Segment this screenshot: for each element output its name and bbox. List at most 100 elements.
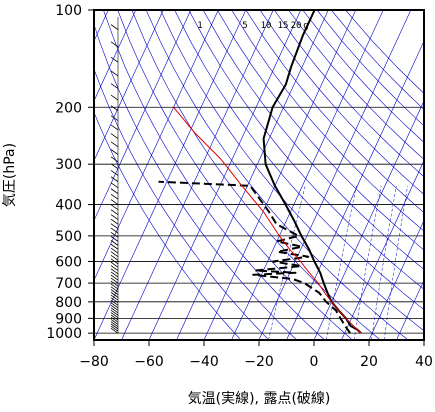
mixing-ratio-line: [383, 185, 408, 340]
x-tick-label: 0: [310, 354, 319, 370]
dry-adiabat-line: [174, 10, 424, 311]
mixing-ratio-line: [371, 185, 397, 340]
isotherm-line: [203, 10, 357, 340]
wind-barb: [110, 163, 119, 170]
dry-adiabat-line: [94, 111, 242, 340]
wind-barb: [110, 133, 119, 139]
isotherm-line: [368, 219, 424, 340]
mixing-ratio-label: 20: [291, 21, 302, 31]
mixing-ratio-label: g: [303, 21, 308, 31]
wind-barb: [110, 325, 119, 332]
mixing-ratio-label: 1: [197, 21, 202, 31]
wind-barb: [110, 193, 119, 200]
wind-barb: [110, 319, 119, 325]
mixing-ratio-label: 5: [242, 21, 247, 31]
mixing-ratio-label: 15: [278, 21, 289, 31]
wind-barb: [110, 182, 119, 189]
x-tick-label: 40: [415, 354, 433, 370]
mixing-ratio-line: [268, 185, 306, 340]
wind-barb: [110, 268, 119, 275]
y-tick-label: 400: [55, 198, 82, 214]
wind-barb: [110, 199, 119, 205]
wind-barb: [110, 156, 119, 163]
plot-area: [94, 10, 424, 340]
dry-adiabat-line: [117, 10, 353, 340]
dry-adiabat-line: [202, 10, 424, 270]
y-tick-label: 1000: [46, 326, 82, 342]
y-tick-label: 300: [55, 157, 82, 173]
wind-barb: [110, 214, 119, 220]
isotherm-line: [94, 10, 192, 222]
axis-ticks: −80 −60 −40 −20 0 20 40 100 200 300 400 500 600 700 80…: [46, 3, 433, 370]
parcel-series-line: [173, 106, 362, 334]
isotherm-line: [121, 10, 274, 340]
wind-barb: [110, 56, 119, 63]
y-axis-title: 気圧(hPa): [2, 143, 18, 207]
wind-barb: [110, 223, 119, 230]
wind-barb: [110, 115, 119, 121]
wind-barb: [110, 323, 119, 330]
dry-adiabat-line: [217, 10, 424, 251]
wind-barb: [110, 327, 119, 334]
isotherm-line: [423, 339, 424, 340]
wind-barb: [110, 265, 119, 271]
wind-barb: [110, 227, 119, 234]
wind-barb: [110, 297, 119, 304]
dry-adiabat-line: [160, 10, 424, 332]
y-tick-label: 700: [55, 276, 82, 292]
wind-barb: [110, 286, 119, 293]
wind-barb: [110, 254, 119, 261]
wind-barb: [110, 307, 119, 314]
dewpoint-series-line: [158, 180, 351, 334]
x-tick-label: −60: [134, 354, 164, 370]
isotherm-line: [94, 10, 164, 162]
wind-barb: [110, 283, 119, 290]
x-tick-label: −80: [79, 354, 109, 370]
mixing-ratio-labels: 1 5 10 15 20 g: [197, 21, 308, 31]
y-tick-label: 900: [55, 311, 82, 327]
wind-barb: [110, 240, 119, 246]
wind-barb: [110, 204, 119, 211]
isotherm-line: [94, 10, 247, 340]
wind-barb: [110, 243, 119, 250]
wind-barb: [110, 314, 119, 321]
isotherm-line: [258, 10, 412, 340]
isotherm-line: [148, 10, 302, 340]
dry-adiabat-line: [103, 10, 325, 340]
wind-barb: [110, 124, 119, 131]
isotherm-line: [231, 10, 384, 340]
x-axis-title: 気温(実線), 露点(破線): [188, 391, 331, 407]
dry-adiabat-line: [188, 10, 424, 290]
dry-adiabat-line: [231, 10, 424, 232]
y-tick-label: 100: [55, 3, 82, 19]
wind-barb: [110, 41, 119, 48]
y-tick-label: 600: [55, 254, 82, 270]
mixing-ratio-line: [353, 185, 382, 340]
wind-barb: [110, 251, 119, 258]
wind-barb: [110, 188, 119, 194]
wind-barb: [110, 299, 119, 306]
wind-barb: [110, 83, 119, 89]
wind-barb: [110, 94, 119, 101]
y-tick-label: 200: [55, 100, 82, 116]
isotherm-line: [94, 10, 137, 102]
wind-barb: [110, 305, 119, 311]
wind-barb: [110, 70, 119, 77]
wind-barb: [110, 176, 119, 183]
wind-barb: [110, 24, 119, 30]
dry-adiabat-line: [288, 10, 424, 160]
wind-barb: [110, 149, 119, 155]
wind-barb: [110, 258, 119, 265]
y-tick-label: 500: [55, 229, 82, 245]
wind-barb: [110, 309, 119, 316]
wind-barb: [110, 294, 119, 301]
wind-barb: [110, 271, 119, 278]
x-tick-label: −20: [244, 354, 274, 370]
isotherm-line: [313, 100, 424, 340]
dry-adiabat-line: [274, 10, 424, 178]
mixing-ratio-line: [325, 185, 357, 340]
wind-barb: [110, 302, 119, 309]
wind-barb: [110, 312, 119, 318]
wind-barb: [110, 141, 119, 148]
